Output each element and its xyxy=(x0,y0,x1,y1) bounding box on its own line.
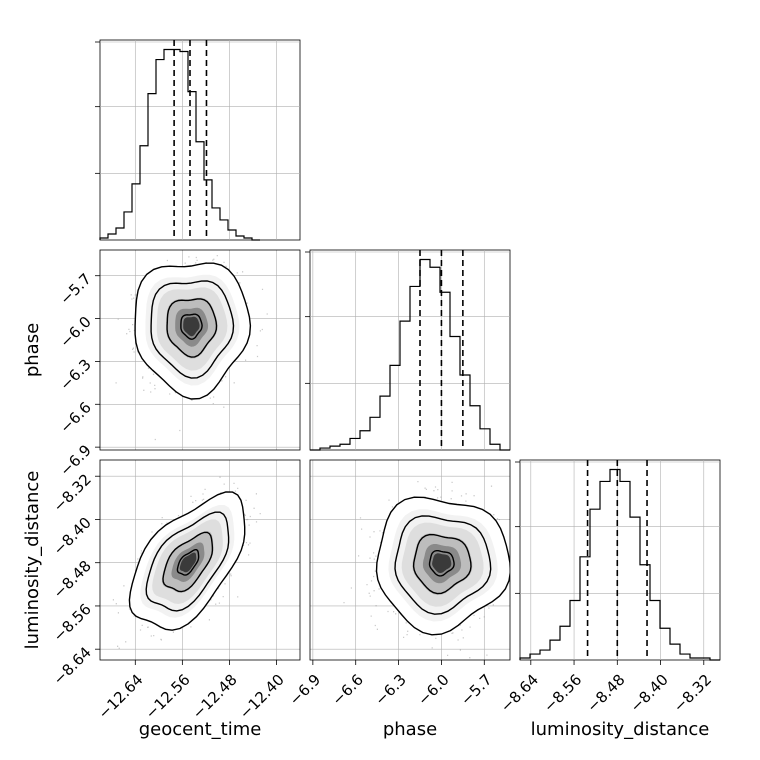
x-tick-label: −8.40 xyxy=(627,671,672,716)
hist-frame xyxy=(309,249,511,451)
contour-line xyxy=(162,531,214,593)
contour-line xyxy=(180,313,203,340)
y-tick-label: −8.56 xyxy=(50,600,95,645)
y-tick-label: −8.48 xyxy=(50,557,95,602)
panel-frame xyxy=(99,459,301,661)
y-tick-label: −8.40 xyxy=(50,514,95,559)
density xyxy=(115,254,268,441)
contour-line xyxy=(150,280,235,379)
histogram-luminosity_distance xyxy=(519,468,720,661)
y-tick-label: −6.0 xyxy=(56,313,94,351)
y-axis-label-phase: phase xyxy=(22,323,43,377)
density xyxy=(112,460,275,649)
contour-line xyxy=(128,491,246,631)
x-tick-label: −12.48 xyxy=(189,671,241,723)
contour-line xyxy=(145,511,230,612)
x-tick-label: −6.0 xyxy=(414,671,452,709)
x-tick-label: −12.40 xyxy=(236,671,288,723)
density-fill xyxy=(432,553,452,573)
contour-line xyxy=(166,298,218,358)
hist-panel-geocent_time xyxy=(95,39,301,241)
panel-frame xyxy=(99,249,301,451)
x-axis-label-geocent_time: geocent_time xyxy=(139,719,262,740)
y-tick-label: −5.7 xyxy=(56,270,94,308)
contour-line xyxy=(375,496,510,636)
x-tick-label: −6.3 xyxy=(371,671,409,709)
hist-panel-phase xyxy=(305,249,511,451)
density-fill xyxy=(179,552,197,573)
x-tick-label: −6.6 xyxy=(329,671,367,709)
x-tick-label: −5.7 xyxy=(457,671,495,709)
y-tick-label: −8.32 xyxy=(50,470,95,515)
x-tick-label: −8.56 xyxy=(540,671,585,716)
density-fill xyxy=(183,316,200,337)
hist-frame xyxy=(99,39,301,241)
x-tick-label: −8.64 xyxy=(497,671,542,716)
contour-line xyxy=(412,533,472,595)
contour-line xyxy=(176,549,200,576)
y-tick-label: −8.64 xyxy=(50,643,95,688)
density xyxy=(343,480,510,659)
x-axis-label-luminosity_distance: luminosity_distance xyxy=(531,719,710,740)
hist-frame xyxy=(519,459,721,661)
x-axis-label-phase: phase xyxy=(383,719,437,740)
hist-panel-luminosity_distance xyxy=(515,459,721,661)
panel-frame xyxy=(309,459,511,661)
y-tick-label: −6.9 xyxy=(56,441,94,479)
x-tick-label: −12.64 xyxy=(95,671,147,723)
y-tick-label: −6.3 xyxy=(56,356,94,394)
x-tick-label: −12.56 xyxy=(142,671,194,723)
contour-line xyxy=(394,515,492,615)
histogram-phase xyxy=(310,258,510,451)
y-tick-label: −6.6 xyxy=(56,398,94,436)
scatter-panel-geocent_time-phase xyxy=(99,249,301,451)
x-tick-label: −6.9 xyxy=(286,671,324,709)
y-axis-label-luminosity_distance: luminosity_distance xyxy=(22,471,43,650)
contour-line xyxy=(428,550,455,577)
scatter-panel-geocent_time-luminosity_distance xyxy=(99,459,301,661)
contour-line xyxy=(134,262,252,400)
scatter-panel-phase-luminosity_distance xyxy=(309,459,511,661)
x-tick-label: −8.48 xyxy=(583,671,628,716)
histogram-geocent_time xyxy=(99,48,260,241)
x-tick-label: −8.32 xyxy=(670,671,715,716)
